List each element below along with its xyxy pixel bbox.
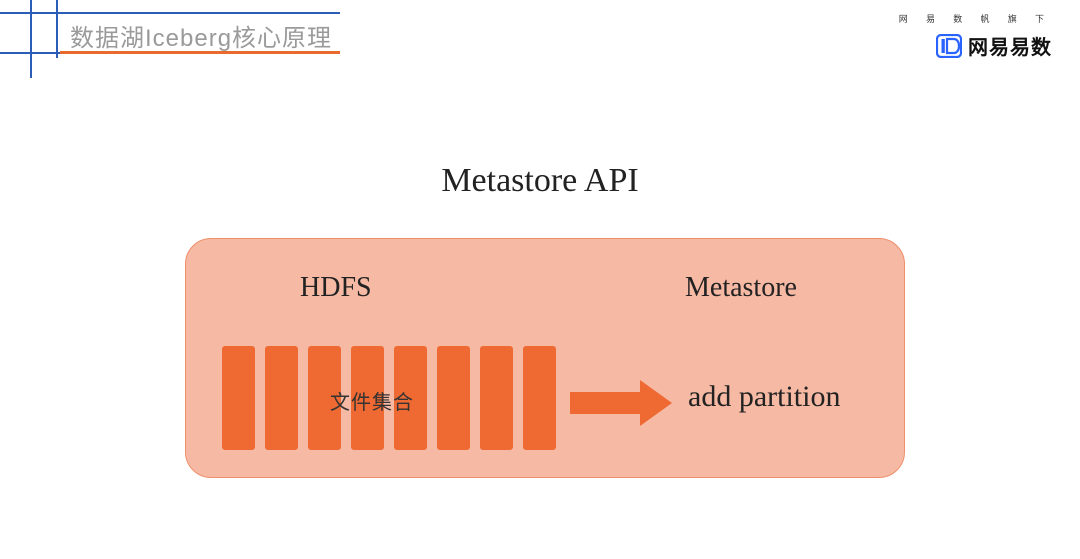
- file-bar: [222, 346, 255, 450]
- metastore-label: Metastore: [685, 272, 797, 304]
- file-bar: [265, 346, 298, 450]
- file-bar: [480, 346, 513, 450]
- file-bars-label: 文件集合: [330, 386, 414, 415]
- brand-tagline: 网 易 数 帆 旗 下: [899, 12, 1052, 25]
- file-bar: [523, 346, 556, 450]
- decor-vline-2: [56, 0, 58, 58]
- brand-mark-icon: [936, 34, 962, 58]
- file-bar: [437, 346, 470, 450]
- hdfs-label: HDFS: [300, 272, 372, 304]
- arrow-icon: [570, 378, 680, 433]
- brand-logo: 网 易 数 帆 旗 下 网易易数: [899, 12, 1052, 60]
- brand-text: 网易易数: [968, 31, 1052, 60]
- decor-hline-2a: [0, 52, 60, 54]
- slide-title: 数据湖Iceberg核心原理: [70, 18, 332, 53]
- diagram-title: Metastore API: [0, 162, 1080, 200]
- add-partition-label: add partition: [688, 380, 840, 414]
- decor-hline-1: [0, 12, 340, 14]
